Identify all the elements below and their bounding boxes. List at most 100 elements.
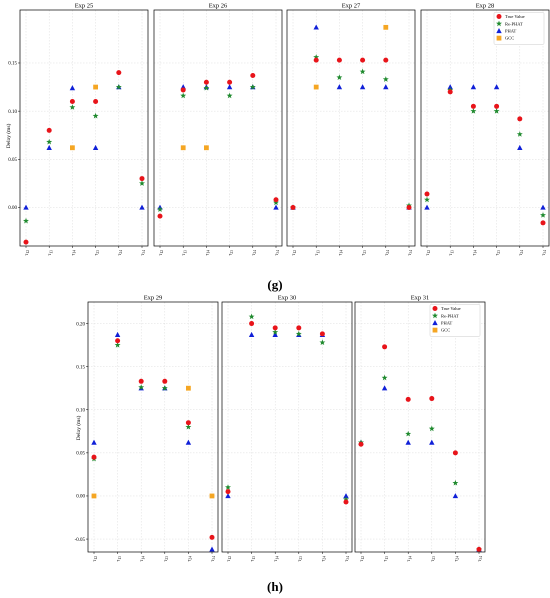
x-tick-label: τ24 [321, 556, 326, 562]
gcc-marker [93, 84, 98, 90]
legend-marker [496, 28, 502, 34]
re-phat-marker [114, 342, 121, 348]
gcc-marker [313, 84, 319, 90]
gcc-marker [91, 493, 97, 499]
x-tick-label: τ12 [227, 556, 232, 562]
true-value-marker [227, 79, 233, 85]
true-value-marker [336, 57, 342, 63]
x-tick-label: τ34 [141, 250, 146, 256]
phat-marker [46, 144, 52, 150]
re-phat-marker [185, 423, 192, 430]
legend-marker [496, 14, 502, 19]
panel-label-h: (h) [267, 579, 283, 594]
legend-label: True Value [441, 306, 461, 311]
x-tick-label: τ23 [95, 250, 100, 256]
x-tick-label: τ23 [431, 556, 436, 562]
true-value-marker [273, 197, 279, 203]
true-value-marker [115, 338, 121, 344]
true-value-marker [424, 191, 430, 197]
re-phat-marker [203, 84, 210, 91]
y-tick-label: 0.15 [76, 365, 85, 370]
phat-marker [273, 204, 279, 210]
x-tick-label: τ13 [251, 556, 256, 562]
true-value-marker [157, 213, 163, 219]
re-phat-marker [157, 206, 163, 212]
true-value-marker [93, 99, 99, 105]
x-tick-label: τ34 [345, 556, 350, 562]
phat-marker [429, 439, 435, 445]
re-phat-marker [249, 83, 256, 90]
phat-marker [540, 204, 546, 210]
re-phat-marker [428, 425, 435, 432]
phat-marker [517, 144, 523, 150]
plot-frame [354, 301, 486, 553]
re-phat-marker [295, 330, 302, 337]
true-value-marker [406, 204, 412, 210]
panel-title: Exp 29 [144, 295, 163, 302]
phat-marker [209, 546, 215, 552]
plot-frame [221, 301, 353, 553]
re-phat-marker [92, 112, 99, 119]
phat-marker [424, 204, 430, 210]
legend-marker [432, 320, 438, 326]
y-tick-label: 0.15 [8, 62, 17, 67]
phat-marker [405, 439, 411, 445]
phat-marker [452, 493, 459, 499]
x-tick-label: τ14 [407, 556, 412, 562]
x-tick-label: τ14 [472, 250, 477, 256]
re-phat-marker [359, 68, 366, 75]
phat-marker [470, 84, 477, 90]
phat-marker [23, 204, 29, 210]
plot-frame [420, 9, 550, 247]
x-tick-label: τ34 [275, 250, 280, 256]
gcc-marker [204, 145, 209, 151]
true-value-marker [476, 546, 482, 552]
y-tick-label: 0.10 [76, 408, 85, 413]
re-phat-marker [470, 108, 477, 114]
phat-marker [383, 84, 389, 90]
phat-marker [272, 331, 278, 337]
x-tick-label: τ13 [48, 250, 53, 256]
legend-label: True Value [505, 14, 525, 19]
plot-frame [87, 301, 219, 553]
re-phat-marker [46, 138, 53, 145]
true-value-marker [91, 454, 97, 460]
re-phat-marker [313, 54, 320, 60]
x-tick-label: τ13 [449, 250, 454, 256]
true-value-marker [358, 441, 364, 447]
x-tick-label: τ23 [298, 556, 303, 562]
y-axis-label-h: Delay (ms) [75, 416, 82, 441]
x-tick-label: τ14 [71, 250, 76, 256]
x-tick-label: τ24 [118, 250, 123, 256]
re-phat-marker [138, 384, 145, 390]
phat-marker [343, 493, 349, 499]
x-tick-label: τ13 [384, 556, 389, 562]
true-value-marker [360, 57, 366, 63]
true-value-marker [162, 378, 168, 384]
re-phat-marker [248, 313, 255, 320]
phat-marker [114, 331, 121, 337]
legend-label: PHAT [505, 29, 517, 34]
re-phat-marker [115, 83, 122, 90]
re-phat-marker [69, 104, 76, 110]
y-axis-label-g: Delay (ms) [5, 124, 12, 149]
x-tick-label: τ12 [159, 250, 164, 256]
true-value-marker [429, 396, 435, 402]
phat-marker [493, 84, 500, 90]
plot-panel: Exp 25 0.00 0.05 0.10 0.15 τ12 τ13 τ14 τ23 τ24 τ34 [8, 3, 149, 256]
true-value-marker [313, 57, 319, 63]
phat-marker [139, 204, 145, 210]
x-tick-label: τ13 [182, 250, 187, 256]
x-tick-label: τ14 [140, 556, 145, 562]
plot-area [88, 302, 218, 552]
re-phat-marker [424, 196, 430, 203]
re-phat-marker [382, 76, 389, 82]
legend: True Value Re-PHAT PHAT GCC [493, 12, 545, 45]
true-value-marker [139, 176, 145, 182]
legend-marker [432, 312, 438, 319]
true-value-marker [225, 489, 231, 495]
x-tick-label: τ14 [205, 250, 210, 256]
re-phat-marker [225, 484, 231, 490]
x-tick-label: τ24 [385, 250, 390, 256]
